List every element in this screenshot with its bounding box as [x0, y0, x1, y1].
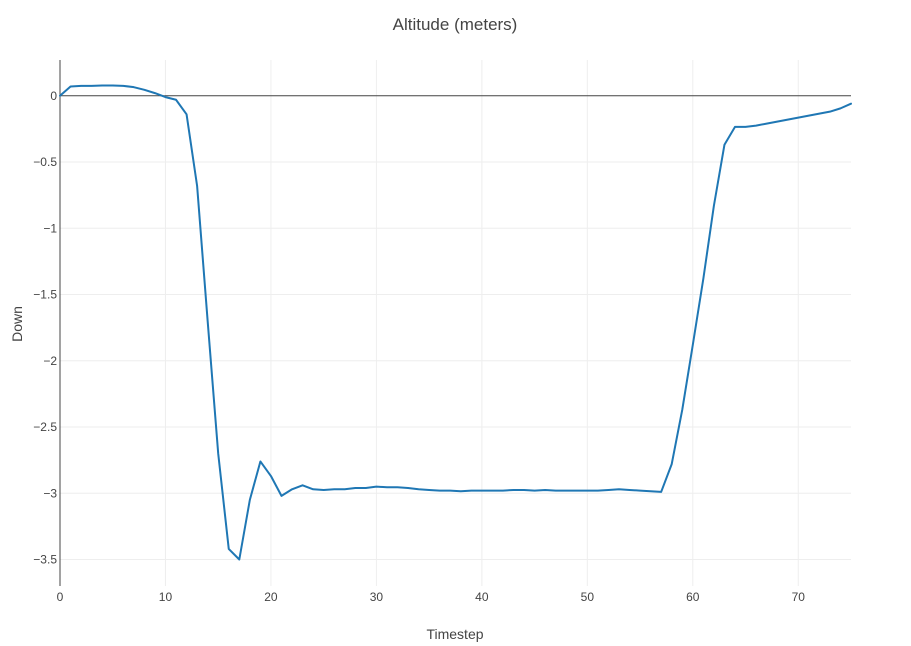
x-tick-label: 0 — [57, 590, 64, 604]
y-tick-label: −3.5 — [33, 553, 57, 567]
y-tick-label: −1.5 — [33, 288, 57, 302]
x-tick-label: 20 — [264, 590, 278, 604]
y-tick-label: −1 — [43, 221, 57, 235]
y-tick-label: −0.5 — [33, 155, 57, 169]
x-tick-label: 10 — [159, 590, 173, 604]
x-axis-ticks: 0 10 20 30 40 50 60 70 — [57, 590, 806, 604]
y-tick-label: −3 — [43, 486, 57, 500]
grid-lines — [60, 60, 851, 586]
y-axis-title: Down — [9, 306, 25, 342]
x-tick-label: 40 — [475, 590, 489, 604]
y-tick-label: −2.5 — [33, 420, 57, 434]
y-tick-label: −2 — [43, 354, 57, 368]
chart-title: Altitude (meters) — [393, 15, 518, 34]
y-tick-label: 0 — [50, 89, 57, 103]
series-layer — [59, 84, 852, 561]
x-tick-label: 50 — [581, 590, 595, 604]
x-tick-label: 30 — [370, 590, 384, 604]
x-tick-label: 60 — [686, 590, 700, 604]
x-tick-label: 70 — [792, 590, 806, 604]
x-axis-title: Timestep — [426, 626, 483, 642]
y-axis-ticks: 0 −0.5 −1 −1.5 −2 −2.5 −3 −3.5 — [33, 89, 57, 567]
series-line — [59, 84, 852, 561]
